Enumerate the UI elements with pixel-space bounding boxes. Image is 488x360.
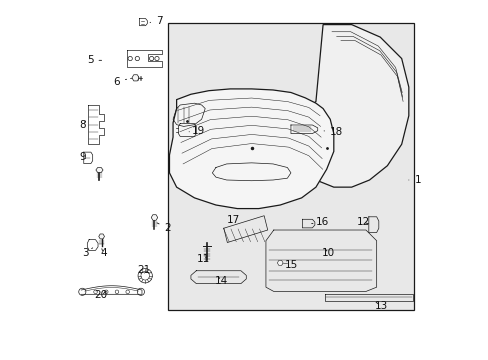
Text: 15: 15 xyxy=(282,260,298,270)
Text: 17: 17 xyxy=(226,215,239,225)
Polygon shape xyxy=(169,89,333,208)
Text: 6: 6 xyxy=(113,77,126,87)
Text: 7: 7 xyxy=(150,16,163,26)
Text: 12: 12 xyxy=(356,217,369,227)
Text: 9: 9 xyxy=(80,152,86,162)
Text: 10: 10 xyxy=(321,248,334,258)
Text: 5: 5 xyxy=(87,55,102,65)
Text: 20: 20 xyxy=(94,290,107,300)
Text: 3: 3 xyxy=(82,248,93,258)
Polygon shape xyxy=(96,167,103,172)
Text: 13: 13 xyxy=(374,301,387,311)
Polygon shape xyxy=(294,24,408,187)
Polygon shape xyxy=(167,23,413,310)
Text: 8: 8 xyxy=(80,120,86,130)
Polygon shape xyxy=(99,234,104,239)
Text: 21: 21 xyxy=(137,265,150,275)
Text: 19: 19 xyxy=(189,126,205,136)
Polygon shape xyxy=(277,260,283,265)
Text: 16: 16 xyxy=(311,217,328,227)
Text: 14: 14 xyxy=(214,276,227,286)
Text: 11: 11 xyxy=(196,254,210,264)
Polygon shape xyxy=(132,75,139,81)
Text: 2: 2 xyxy=(157,223,171,233)
Text: 1: 1 xyxy=(408,175,420,185)
Text: 18: 18 xyxy=(324,127,343,137)
Text: 4: 4 xyxy=(100,248,106,258)
Polygon shape xyxy=(151,215,157,220)
